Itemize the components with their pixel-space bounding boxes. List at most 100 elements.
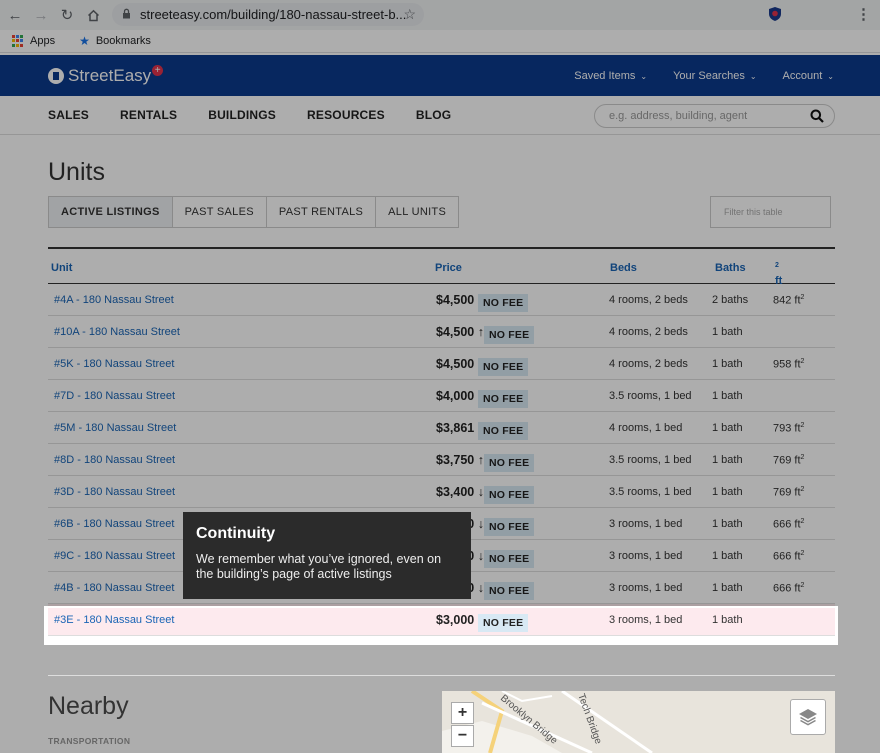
sqft-value: 666 ft (773, 582, 801, 595)
price-value: $4,000 (436, 389, 475, 403)
unit-price: $3,861 (436, 421, 474, 435)
logo-text: StreetEasy (68, 65, 152, 85)
browser-menu-icon[interactable]: ⋮ (856, 6, 871, 23)
home-icon[interactable] (82, 4, 104, 26)
unit-link[interactable]: #4A - 180 Nassau Street (54, 294, 174, 306)
unit-price: $3,000 (436, 613, 474, 627)
sqft-value: 842 ft (773, 294, 801, 307)
unit-price: $4,000 (436, 389, 474, 403)
overlay-top (0, 0, 880, 606)
unit-link[interactable]: #6B - 180 Nassau Street (54, 518, 175, 530)
table-row[interactable]: #5M - 180 Nassau Street $3,861 NO FEE 4 ro… (48, 412, 835, 444)
reload-icon[interactable]: ↻ (60, 7, 74, 24)
unit-link[interactable]: #5K - 180 Nassau Street (54, 358, 175, 370)
logo-plus-badge: + (152, 65, 164, 76)
unit-baths: 1 bath (712, 326, 743, 338)
unit-beds: 3 rooms, 1 bed (609, 518, 683, 530)
unit-sqft: 842 ft2 (773, 294, 804, 307)
col-ft[interactable]: ft 2 (775, 262, 782, 287)
tab-active-listings[interactable]: ACTIVE LISTINGS (49, 197, 172, 227)
tab-past-sales[interactable]: PAST SALES (171, 197, 266, 227)
table-row[interactable]: #8D - 180 Nassau Street $3,750 ↑ NO FEE 3.5… (48, 444, 835, 476)
col-beds[interactable]: Beds (610, 262, 637, 274)
zoom-out-button[interactable]: − (451, 725, 474, 747)
unit-beds: 3.5 rooms, 1 bed (609, 486, 692, 498)
filter-placeholder: Filter this table (724, 207, 783, 217)
table-row[interactable]: #5K - 180 Nassau Street $4,500 NO FEE 4 ro… (48, 348, 835, 380)
price-value: $3,861 (436, 421, 475, 435)
unit-price: $4,500 (436, 357, 474, 371)
tab-all-units[interactable]: ALL UNITS (375, 197, 458, 227)
unit-sqft: 666 ft2 (773, 582, 804, 595)
unit-price: $4,500 ↑ (436, 325, 484, 339)
unit-beds: 4 rooms, 2 beds (609, 358, 688, 370)
no-fee-badge: NO FEE (484, 518, 535, 536)
unit-baths: 1 bath (712, 614, 743, 626)
nearby-map[interactable]: Brooklyn Bridge Tech Bridge (442, 691, 835, 753)
unit-link[interactable]: #10A - 180 Nassau Street (54, 326, 180, 338)
nav-blog[interactable]: BLOG (415, 108, 452, 122)
onboarding-tooltip: Continuity We remember what you’ve ignor… (183, 512, 471, 599)
unit-link[interactable]: #4B - 180 Nassau Street (54, 582, 175, 594)
nav-buildings[interactable]: BUILDINGS (208, 108, 277, 122)
forward-arrow-icon[interactable]: → (33, 6, 49, 24)
no-fee-badge: NO FEE (478, 614, 529, 632)
sqft-sup: 2 (800, 486, 805, 493)
apps-link[interactable]: Apps (30, 35, 56, 47)
price-value: $3,400 (436, 485, 475, 499)
col-price[interactable]: Price (435, 262, 462, 274)
unit-beds: 4 rooms, 1 bed (609, 422, 683, 434)
unit-baths: 1 bath (712, 582, 743, 594)
price-change-down-icon: ↓ (477, 485, 484, 499)
unit-link[interactable]: #5M - 180 Nassau Street (54, 422, 177, 434)
tab-past-rentals[interactable]: PAST RENTALS (265, 197, 375, 227)
col-unit[interactable]: Unit (51, 262, 73, 274)
price-value: $4,500 (436, 293, 475, 307)
search-icon[interactable] (810, 109, 824, 126)
price-change-up-icon: ↑ (477, 453, 484, 467)
table-row[interactable]: #4A - 180 Nassau Street $4,500 NO FEE 4 ro… (48, 284, 835, 316)
price-value: $3,750 (436, 453, 475, 467)
section-divider (48, 675, 835, 676)
map-layers-button[interactable] (790, 699, 826, 735)
unit-link[interactable]: #3E - 180 Nassau Street (54, 614, 175, 626)
nav-resources[interactable]: RESOURCES (307, 108, 385, 122)
unit-sqft: 958 ft2 (773, 358, 804, 371)
bookmark-star-icon[interactable]: ☆ (403, 6, 416, 22)
no-fee-badge: NO FEE (484, 326, 535, 344)
site-header: StreetEasy + Saved Items ⌄ Your Searches ⌄… (0, 55, 880, 96)
your-searches-menu[interactable]: Your Searches ⌄ (673, 70, 756, 82)
no-fee-badge: NO FEE (478, 390, 529, 408)
unit-link[interactable]: #7D - 180 Nassau Street (54, 390, 176, 402)
streeteasy-logo[interactable]: StreetEasy + (48, 65, 164, 86)
nav-rentals[interactable]: RENTALS (120, 108, 178, 122)
address-bar[interactable]: streeteasy.com/building/180-nassau-stree… (112, 3, 424, 26)
back-arrow-icon[interactable]: ← (7, 6, 23, 24)
table-row[interactable]: #3D - 180 Nassau Street $3,400 ↓ NO FEE 3.5… (48, 476, 835, 508)
table-filter-input[interactable]: Filter this table (710, 196, 831, 228)
sqft-sup: 2 (800, 518, 805, 525)
table-row[interactable]: #3E - 180 Nassau Street $3,000 NO FEE 3 ro… (48, 604, 835, 636)
zoom-in-button[interactable]: + (451, 702, 474, 724)
col-baths[interactable]: Baths (715, 262, 746, 274)
nav-sales[interactable]: SALES (48, 108, 90, 122)
saved-items-menu[interactable]: Saved Items ⌄ (574, 70, 647, 82)
unit-link[interactable]: #9C - 180 Nassau Street (54, 550, 176, 562)
search-placeholder: e.g. address, building, agent (609, 110, 748, 122)
tooltip-title: Continuity (196, 525, 276, 542)
table-row[interactable]: #10A - 180 Nassau Street $4,500 ↑ NO FEE 4 … (48, 316, 835, 348)
unit-link[interactable]: #3D - 180 Nassau Street (54, 486, 176, 498)
unit-baths: 1 bath (712, 518, 743, 530)
sqft-value: 793 ft (773, 422, 801, 435)
extension-icon[interactable] (768, 6, 782, 22)
unit-beds: 3.5 rooms, 1 bed (609, 454, 692, 466)
site-search-input[interactable]: e.g. address, building, agent (594, 104, 835, 128)
account-menu[interactable]: Account ⌄ (783, 70, 834, 82)
your-searches-label: Your Searches (673, 69, 745, 82)
sqft-sup: 2 (800, 294, 805, 301)
table-row[interactable]: #7D - 180 Nassau Street $4,000 NO FEE 3.5 … (48, 380, 835, 412)
unit-link[interactable]: #8D - 180 Nassau Street (54, 454, 176, 466)
sqft-sup: 2 (800, 358, 805, 365)
bookmarks-link[interactable]: Bookmarks (95, 35, 151, 47)
